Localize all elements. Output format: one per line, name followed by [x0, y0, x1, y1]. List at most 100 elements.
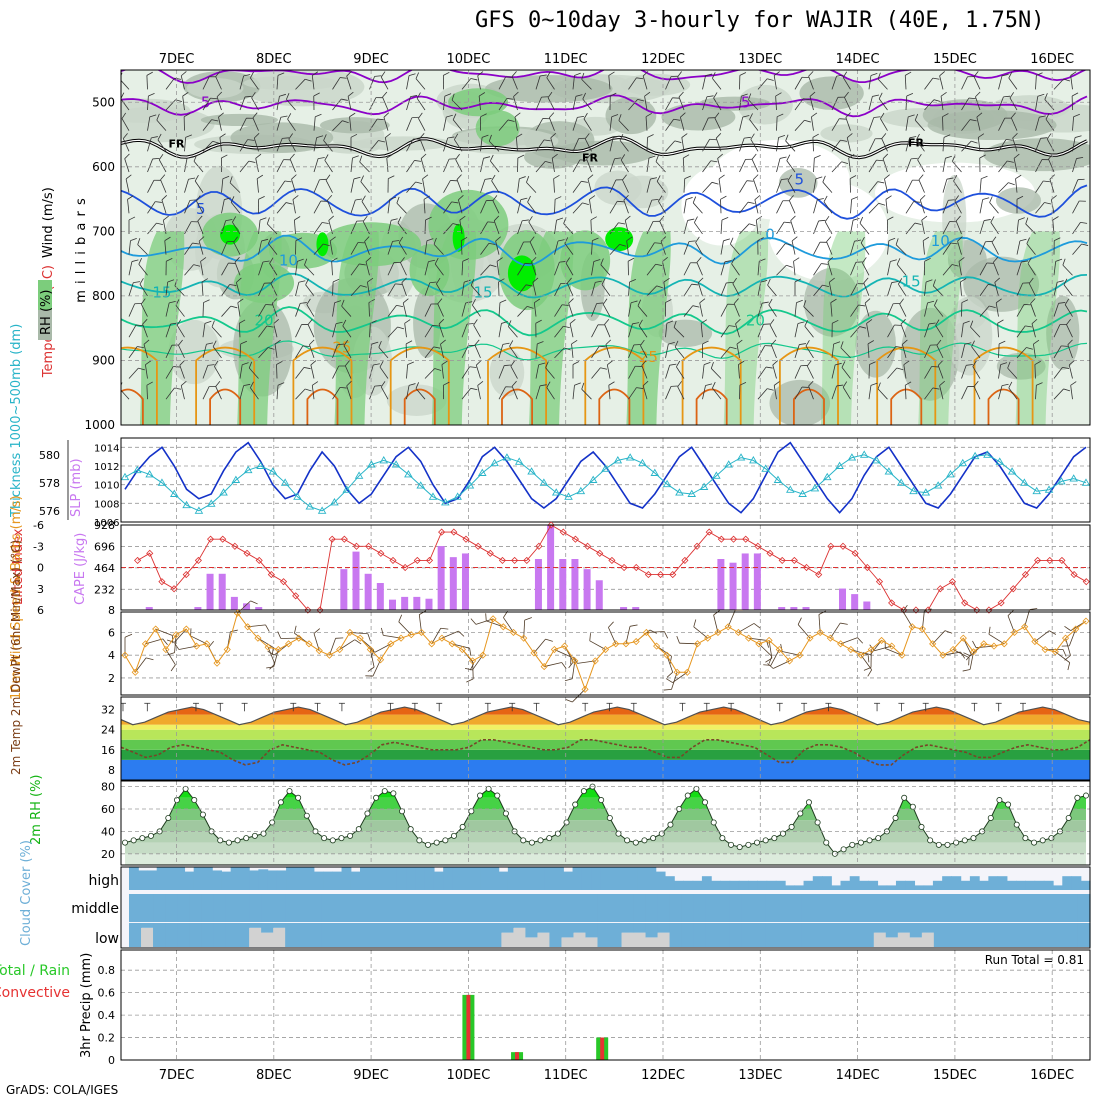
- wind-barb: [714, 112, 722, 131]
- cloud-bar: [417, 894, 430, 922]
- cloud-label: Cloud Cover (%): [19, 840, 34, 946]
- wind-barb: [406, 383, 416, 400]
- wind-barb: [1010, 112, 1018, 131]
- cloud-bar: [517, 867, 527, 890]
- thickness-point: [896, 478, 906, 486]
- wind-barb: [677, 381, 685, 400]
- wind-barb: [776, 243, 792, 255]
- wind-barb: [342, 319, 352, 338]
- li-point: [158, 578, 166, 586]
- wind-barb: [1063, 278, 1073, 297]
- rh-green-plume: [918, 231, 963, 425]
- wind-barb: [591, 345, 606, 359]
- wind-barb: [517, 219, 529, 235]
- wind-barb: [850, 283, 864, 297]
- wind-barb: [846, 133, 853, 152]
- wind-barb: [406, 138, 420, 152]
- wind-barb: [887, 237, 896, 255]
- wind-barb: [454, 133, 463, 152]
- cloud-bar: [369, 867, 380, 890]
- cloud-bar-low: [921, 932, 935, 947]
- date-label-bottom: 8DEC: [256, 1068, 292, 1083]
- wind-barb: [184, 134, 192, 152]
- cape-bar: [778, 607, 786, 610]
- cloud-bar: [406, 867, 417, 890]
- wind-barb: [196, 195, 204, 214]
- rh-point: [762, 837, 769, 844]
- wind-speed-point: [366, 645, 374, 654]
- date-label-top: 13DEC: [738, 52, 782, 67]
- wind-barb: [295, 302, 307, 317]
- wind-barb: [239, 139, 255, 152]
- wind-barb: [554, 239, 565, 255]
- wind-barb: [957, 236, 963, 255]
- cloud-bar: [452, 867, 463, 890]
- wind-speed-point: [428, 640, 436, 648]
- wind-barb: [973, 71, 981, 90]
- legend-rh-label: RH (%): [39, 290, 54, 335]
- cloud-bar: [886, 885, 897, 890]
- wind-speed-point: [693, 640, 702, 648]
- thickness-point: [268, 467, 278, 475]
- legend-total-rain: Total / Rain: [0, 963, 70, 979]
- wind-barb: [1066, 319, 1073, 338]
- wind-speed-point: [561, 642, 569, 650]
- wind-barb: [184, 264, 201, 276]
- li-point: [1021, 571, 1030, 579]
- wind-barb: [998, 362, 1008, 379]
- wind-barb: [864, 298, 871, 317]
- wind-barb: [586, 153, 592, 173]
- upper-air-plot: 55FRFRFR551001015151520202525: [121, 70, 1090, 425]
- wind-speed-point: [1021, 623, 1029, 631]
- thickness-point: [736, 453, 746, 461]
- li-point: [243, 549, 251, 557]
- cloud-bar: [441, 894, 454, 922]
- cloud-bar: [849, 894, 863, 922]
- wind-barb: [1053, 366, 1070, 379]
- cloud-bar: [825, 923, 839, 947]
- cloud-bar: [453, 894, 466, 922]
- rh-patch: [661, 103, 736, 131]
- wind-barb: [720, 238, 730, 255]
- wind-barb: [813, 155, 821, 173]
- wind-barb: [295, 280, 306, 297]
- wind-barb: [346, 380, 352, 400]
- wind-barb-10m: [902, 604, 913, 627]
- rh-patch: [186, 77, 244, 99]
- wind-barb: [365, 256, 372, 276]
- wind-barb: [528, 216, 537, 235]
- wind-barb: [824, 215, 833, 235]
- cloud-bar: [273, 894, 286, 922]
- wind-barb: [739, 381, 747, 400]
- rh-point: [650, 835, 657, 842]
- wind-barb: [202, 364, 215, 379]
- cloud-bar-low: [525, 937, 539, 947]
- cloud-bar: [225, 894, 238, 922]
- wind-barb: [535, 74, 547, 90]
- cloud-bar: [655, 871, 666, 890]
- contour-dark-orange: [306, 388, 339, 425]
- wind-barb: [160, 174, 167, 193]
- wind-barb: [718, 174, 725, 193]
- li-point: [401, 563, 409, 572]
- cape-tick-label: 464: [94, 562, 115, 575]
- wind-barb: [880, 112, 888, 131]
- cloud-bar: [184, 871, 195, 890]
- contour-dark-orange: [792, 388, 825, 425]
- rh-point: [234, 837, 241, 844]
- wind-barb: [794, 299, 803, 317]
- cloud-bar: [1041, 923, 1055, 947]
- wind-barb: [868, 94, 880, 111]
- wind-speed-point: [745, 634, 753, 642]
- thickness-point: [1069, 474, 1078, 482]
- wind-barb: [387, 304, 404, 317]
- wind-barb: [511, 380, 518, 400]
- wind-barb: [628, 98, 645, 111]
- wind-barb: [609, 200, 624, 214]
- cloud-bar: [1005, 894, 1019, 922]
- wind-barb: [553, 174, 560, 193]
- wind-barb: [895, 238, 907, 255]
- wind-barb: [868, 116, 881, 131]
- wind-barb: [868, 382, 878, 400]
- wind-barb: [942, 134, 951, 152]
